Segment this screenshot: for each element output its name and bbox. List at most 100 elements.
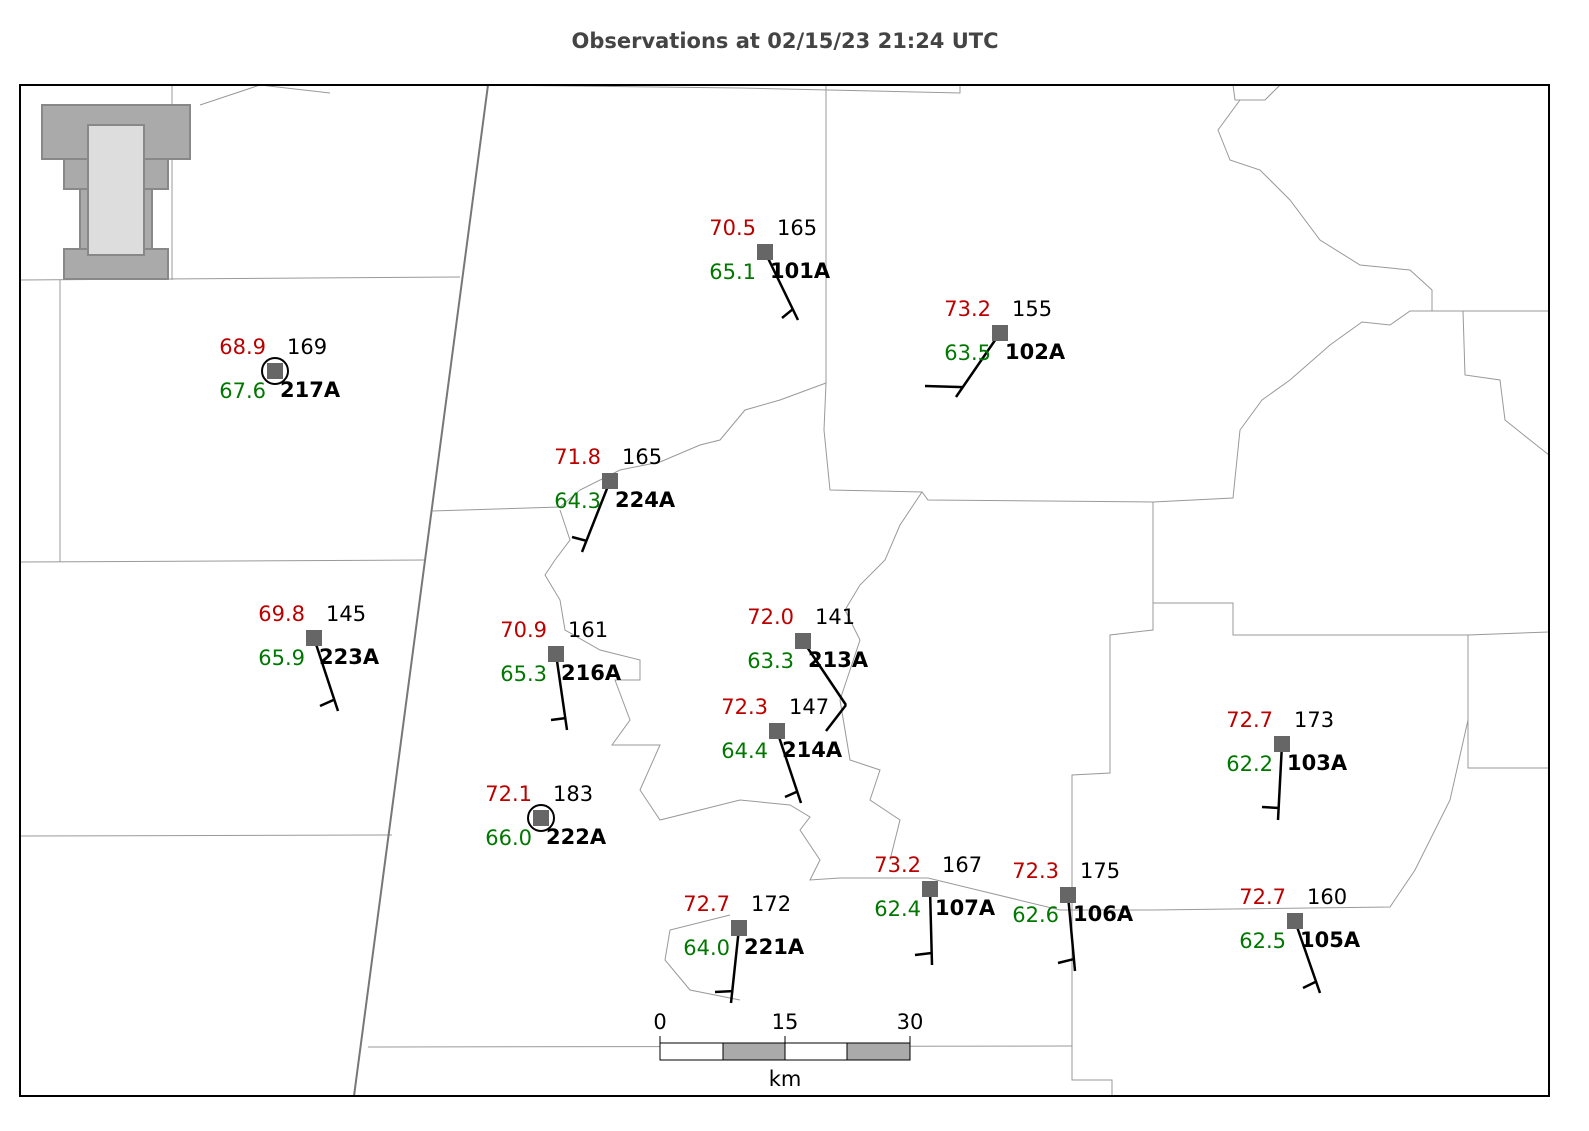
dewpoint: 65.3	[500, 662, 547, 686]
map-frame	[19, 84, 1550, 1097]
temperature: 72.7	[1239, 885, 1286, 909]
station-id: 217A	[280, 378, 341, 402]
station-marker	[533, 810, 549, 826]
station-id: 222A	[546, 825, 607, 849]
temperature: 69.8	[258, 602, 305, 626]
wind-shaft	[801, 640, 848, 706]
temperature: 72.0	[747, 605, 794, 629]
station-marker	[267, 363, 283, 379]
temperature: 72.7	[683, 892, 730, 916]
pressure: 165	[622, 445, 662, 469]
wind-shaft	[763, 251, 800, 321]
wind-shaft	[928, 888, 934, 966]
station-marker	[548, 646, 564, 662]
wind-barb	[825, 704, 847, 732]
dewpoint: 64.4	[721, 739, 768, 763]
scale-tick-label: 15	[772, 1010, 799, 1034]
dewpoint: 63.5	[944, 341, 991, 365]
station-marker	[757, 244, 773, 260]
dewpoint: 65.1	[709, 260, 756, 284]
temperature: 70.9	[500, 618, 547, 642]
temperature: 72.7	[1226, 708, 1273, 732]
wind-barb	[784, 790, 798, 799]
dewpoint: 66.0	[485, 826, 532, 850]
wind-barb	[781, 308, 794, 319]
station-id: 213A	[808, 648, 869, 672]
wind-shaft	[1293, 920, 1322, 994]
station-id: 103A	[1287, 751, 1348, 775]
station-marker	[1287, 913, 1303, 929]
wind-shaft	[1276, 743, 1284, 821]
wind-barb	[1261, 805, 1279, 810]
station-id: 216A	[561, 661, 622, 685]
pressure: 145	[326, 602, 366, 626]
logo	[41, 104, 191, 280]
pressure: 165	[777, 216, 817, 240]
station-id: 224A	[615, 488, 676, 512]
temperature: 70.5	[709, 216, 756, 240]
wind-shaft	[1066, 894, 1077, 972]
temperature: 72.3	[1012, 859, 1059, 883]
title: Observations at 02/15/23 21:24 UTC	[571, 29, 998, 53]
station: 73.2 155 63.5 102A	[924, 297, 1066, 398]
wind-barb	[914, 951, 932, 957]
dewpoint: 64.3	[554, 489, 601, 513]
wind-shaft	[954, 332, 1002, 398]
station: 72.3 147 64.4 214A	[721, 695, 843, 804]
wind-barb	[319, 698, 335, 708]
wind-barb	[550, 716, 566, 722]
calm-circle	[527, 804, 555, 832]
station: 72.1 183 66.0 222A	[485, 782, 607, 850]
dewpoint: 65.9	[258, 646, 305, 670]
temperature: 72.3	[721, 695, 768, 719]
pressure: 155	[1012, 297, 1052, 321]
scale-bar: km 0 15 30	[653, 1010, 923, 1091]
scale-tick-label: 0	[653, 1010, 666, 1034]
pressure: 160	[1307, 885, 1347, 909]
station-id: 107A	[935, 896, 996, 920]
scale-unit: km	[769, 1067, 802, 1091]
temperature: 68.9	[219, 335, 266, 359]
pressure: 169	[287, 335, 327, 359]
wind-barb	[1057, 957, 1075, 965]
station: 72.7 160 62.5 105A	[1239, 885, 1361, 994]
station-id: 106A	[1073, 902, 1134, 926]
station-marker	[306, 630, 322, 646]
station: 68.9 169 67.6 217A	[219, 335, 341, 403]
station-id: 105A	[1300, 928, 1361, 952]
dewpoint: 62.6	[1012, 903, 1059, 927]
station-id: 102A	[1005, 340, 1066, 364]
pressure: 173	[1294, 708, 1334, 732]
pressure: 172	[751, 892, 791, 916]
station: 70.5 165 65.1 101A	[709, 216, 831, 321]
station-marker	[731, 920, 747, 936]
station-id: 221A	[744, 935, 805, 959]
dewpoint: 67.6	[219, 379, 266, 403]
dewpoint: 64.0	[683, 936, 730, 960]
station-id: 214A	[782, 738, 843, 762]
pressure: 175	[1080, 859, 1120, 883]
wind-barb	[924, 384, 963, 389]
pressure: 183	[553, 782, 593, 806]
station: 72.3 175 62.6 106A	[1012, 859, 1134, 972]
station: 73.2 167 62.4 107A	[874, 853, 996, 966]
wind-barb	[571, 535, 587, 543]
wind-shaft	[312, 637, 340, 712]
calm-circle	[261, 357, 289, 385]
temperature: 73.2	[944, 297, 991, 321]
station: 72.7 173 62.2 103A	[1226, 708, 1348, 821]
station: 70.9 161 65.3 216A	[500, 618, 622, 731]
temperature: 72.1	[485, 782, 532, 806]
pressure: 147	[789, 695, 829, 719]
station: 72.0 141 63.3 213A	[747, 605, 869, 732]
scale-tick-label: 30	[897, 1010, 924, 1034]
station-marker	[769, 723, 785, 739]
pressure: 161	[568, 618, 608, 642]
station-marker	[992, 325, 1008, 341]
pressure: 167	[942, 853, 982, 877]
station-marker	[795, 633, 811, 649]
wind-shaft	[580, 480, 612, 553]
dewpoint: 62.5	[1239, 929, 1286, 953]
dewpoint: 62.2	[1226, 752, 1273, 776]
